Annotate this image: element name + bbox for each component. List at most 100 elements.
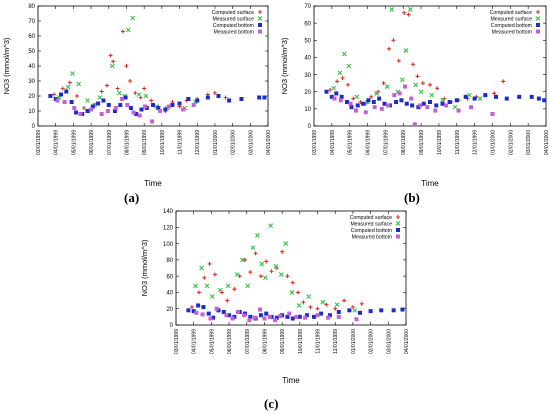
data-point (494, 94, 499, 99)
data-point (201, 305, 206, 310)
data-point (245, 283, 251, 289)
data-point (143, 104, 148, 109)
data-point (166, 104, 171, 109)
data-point (137, 113, 142, 118)
y-tick-label: 30 (304, 73, 311, 79)
data-point (243, 257, 247, 262)
data-point (456, 108, 461, 113)
x-tick-label: 07/01/1999 (107, 130, 113, 155)
caption-a: (a) (124, 190, 140, 205)
data-point (403, 84, 408, 89)
y-tick-label: 60 (166, 274, 173, 280)
data-point (225, 283, 231, 289)
data-point (368, 309, 373, 314)
data-point (407, 7, 413, 12)
legend-entry: Measured surface (490, 17, 532, 23)
data-point (207, 261, 212, 266)
data-point (410, 103, 415, 108)
data-point (247, 318, 252, 323)
data-point (139, 107, 144, 112)
y-tick-label: 50 (28, 49, 35, 55)
legend-marker (536, 29, 540, 34)
data-point (477, 96, 483, 101)
data-point (358, 310, 362, 315)
data-point (264, 311, 269, 316)
data-point (308, 305, 313, 310)
legend-marker (536, 23, 540, 27)
data-point (234, 272, 240, 277)
legend-marker (258, 10, 262, 14)
data-point (163, 107, 168, 112)
data-point (483, 93, 488, 98)
y-tick-label: 70 (28, 19, 35, 25)
data-point (51, 92, 56, 97)
legend-marker (258, 23, 262, 27)
y-tick-label: 10 (304, 107, 311, 113)
data-point (55, 98, 60, 103)
data-point (280, 249, 285, 254)
data-point (415, 74, 420, 79)
x-tick-label: 08/01/1999 (401, 130, 407, 155)
data-point (252, 315, 257, 320)
x-tick-label: 05/01/1999 (71, 130, 77, 155)
y-tick-label: 40 (304, 56, 311, 62)
x-tick-label: 02/01/2000 (508, 130, 514, 155)
data-point (239, 257, 245, 263)
data-point (60, 86, 65, 91)
x-tick-label: 03/01/1999 (312, 130, 318, 155)
data-point (289, 290, 295, 295)
data-point (227, 313, 232, 318)
x-axis-label: Time (282, 376, 300, 385)
legend-entry: Computed bottom (351, 228, 392, 234)
data-point (105, 109, 110, 113)
series-measured-surface (56, 15, 198, 111)
data-point (315, 306, 320, 311)
data-point (345, 100, 350, 104)
data-point (381, 81, 386, 86)
data-point (108, 53, 113, 58)
data-point (150, 119, 155, 124)
data-point (412, 122, 417, 127)
data-point (113, 106, 118, 110)
data-point (413, 82, 419, 88)
x-tick-label: 10/01/1999 (437, 130, 443, 155)
x-tick-label: 03/01/1999 (174, 329, 180, 354)
data-point (348, 101, 353, 106)
y-tick-label: 0 (308, 124, 312, 130)
data-point (170, 103, 175, 107)
data-point (285, 314, 290, 319)
data-point (354, 317, 359, 322)
y-tick-label: 20 (304, 90, 311, 96)
data-point (418, 103, 423, 108)
data-point (349, 105, 354, 110)
data-point (67, 80, 72, 85)
data-point (297, 314, 302, 319)
data-point (74, 94, 79, 98)
data-point (59, 92, 63, 97)
data-point (440, 97, 445, 103)
legend-marker (396, 215, 400, 219)
x-tick-label: 02/01/2000 (369, 329, 375, 354)
data-point (254, 233, 260, 238)
data-point (371, 100, 376, 104)
data-point (337, 70, 343, 76)
data-point (242, 313, 247, 318)
data-point (399, 98, 404, 103)
data-point (333, 306, 338, 311)
data-point (366, 98, 371, 103)
x-tick-label: 01/01/2000 (213, 130, 219, 155)
x-tick-label: 09/01/1999 (419, 130, 425, 155)
data-point (258, 274, 263, 279)
x-tick-label: 04/01/1999 (192, 329, 198, 354)
data-point (397, 91, 402, 96)
data-point (334, 302, 340, 308)
data-point (517, 94, 522, 99)
data-point (319, 311, 324, 316)
data-point (396, 58, 401, 63)
data-point (287, 311, 292, 316)
x-tick-label: 05/01/1999 (348, 130, 354, 155)
data-point (394, 100, 399, 104)
data-point (189, 305, 194, 310)
data-point (124, 64, 129, 68)
data-point (341, 51, 347, 57)
